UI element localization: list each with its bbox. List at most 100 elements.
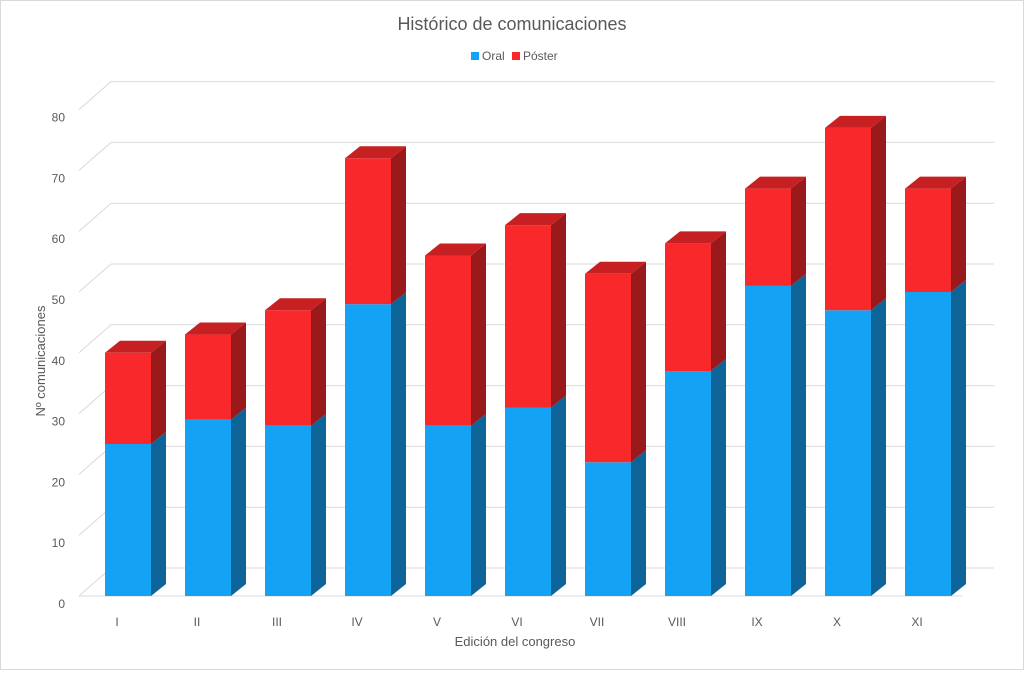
bar-top-II: [185, 322, 246, 335]
bar-top-IX: [745, 176, 806, 189]
x-tick-label: X: [833, 615, 841, 629]
legend: Oral Póster: [471, 49, 558, 63]
legend-label-oral: Oral: [482, 49, 505, 63]
gridline-depth: [78, 142, 112, 171]
x-tick-label: I: [115, 615, 118, 629]
x-tick-label: III: [272, 615, 282, 629]
bar-top-V: [425, 243, 486, 256]
bar-oral-XI: [905, 292, 951, 596]
bar-oral-V-side: [471, 413, 486, 596]
x-tick-label: VI: [511, 615, 522, 629]
bar-p-ster-XI-side: [951, 176, 966, 292]
bar-oral-VII: [585, 462, 631, 596]
bar-stack-X: [825, 115, 886, 596]
y-axis-ticks: 0 10 20 30 40 50 60 70 80: [52, 111, 66, 611]
chart-title: Histórico de comunicaciones: [397, 14, 626, 34]
bar-oral-VII-side: [631, 450, 646, 596]
bar-p-ster-X-side: [871, 115, 886, 311]
bar-p-ster-IX: [745, 188, 791, 286]
bar-oral-III: [265, 425, 311, 596]
bar-p-ster-XI: [905, 188, 951, 292]
bar-stack-VII: [585, 261, 646, 596]
y-tick-label: 70: [52, 171, 66, 185]
bar-oral-I-side: [151, 432, 166, 596]
x-tick-label: XI: [911, 615, 922, 629]
legend-swatch-oral: [471, 52, 479, 60]
bar-top-III: [265, 298, 326, 311]
bar-oral-X: [825, 310, 871, 596]
bar-stack-IV: [345, 146, 406, 596]
gridline-depth: [78, 263, 112, 293]
bar-p-ster-VI: [505, 225, 551, 408]
gridline-depth: [78, 81, 112, 110]
bar-top-XI: [905, 176, 966, 189]
bar-oral-V: [425, 425, 471, 596]
bar-oral-III-side: [311, 413, 326, 596]
bar-p-ster-IV-side: [391, 146, 406, 305]
bar-top-VIII: [665, 231, 726, 244]
bar-p-ster-VIII-side: [711, 231, 726, 372]
bar-p-ster-VII: [585, 273, 631, 463]
y-tick-label: 20: [52, 475, 66, 489]
bar-stack-IX: [745, 176, 806, 596]
legend-swatch-poster: [512, 52, 520, 60]
bar-oral-I: [105, 444, 151, 596]
bar-oral-XI-side: [951, 280, 966, 596]
bar-top-VI: [505, 213, 566, 226]
y-tick-label: 50: [52, 293, 66, 307]
bar-oral-II: [185, 419, 231, 596]
bar-p-ster-V: [425, 255, 471, 426]
bar-oral-VIII-side: [711, 359, 726, 596]
bar-stack-VI: [505, 213, 566, 596]
bar-p-ster-VII-side: [631, 261, 646, 463]
y-tick-label: 40: [52, 354, 66, 368]
y-tick-label: 0: [58, 597, 65, 611]
y-tick-label: 30: [52, 415, 66, 429]
x-tick-label: V: [433, 615, 441, 629]
bar-stack-I: [105, 340, 166, 596]
bar-stack-XI: [905, 176, 966, 596]
bar-oral-VIII: [665, 371, 711, 596]
x-tick-label: VII: [590, 615, 605, 629]
bar-stack-III: [265, 298, 326, 596]
bar-p-ster-III: [265, 310, 311, 426]
bar-top-I: [105, 340, 166, 353]
bar-p-ster-VI-side: [551, 213, 566, 408]
x-axis-ticks: I II III IV V VI VII VIII IX X XI: [115, 615, 922, 629]
bar-p-ster-V-side: [471, 243, 486, 426]
bar-stack-V: [425, 243, 486, 596]
bar-p-ster-II-side: [231, 322, 246, 420]
bar-top-X: [825, 115, 886, 128]
bar-oral-IX: [745, 285, 791, 596]
bar-p-ster-X: [825, 127, 871, 311]
bar-oral-IX-side: [791, 273, 806, 596]
y-tick-label: 10: [52, 536, 66, 550]
bar-p-ster-VIII: [665, 243, 711, 372]
bar-oral-II-side: [231, 407, 246, 596]
bar-p-ster-II: [185, 334, 231, 420]
x-tick-label: II: [194, 615, 201, 629]
bar-oral-IV-side: [391, 292, 406, 596]
bar-top-IV: [345, 146, 406, 159]
y-tick-label: 80: [52, 111, 66, 125]
legend-label-poster: Póster: [523, 49, 558, 63]
bar-oral-VI: [505, 407, 551, 596]
x-tick-label: VIII: [668, 615, 686, 629]
bar-p-ster-IX-side: [791, 176, 806, 286]
bar-p-ster-IV: [345, 158, 391, 305]
x-axis-label: Edición del congreso: [455, 634, 576, 649]
gridline-depth: [78, 324, 112, 354]
bar-stack-II: [185, 322, 246, 596]
bar-p-ster-I-side: [151, 340, 166, 444]
bar-top-VII: [585, 261, 646, 274]
bar-p-ster-III-side: [311, 298, 326, 426]
gridline-depth: [78, 202, 112, 232]
bar-oral-IV: [345, 304, 391, 596]
bars: [105, 115, 966, 596]
y-axis-label: Nº comunicaciones: [33, 305, 48, 416]
x-tick-label: IV: [351, 615, 362, 629]
bar-oral-VI-side: [551, 395, 566, 596]
bar-p-ster-I: [105, 352, 151, 444]
